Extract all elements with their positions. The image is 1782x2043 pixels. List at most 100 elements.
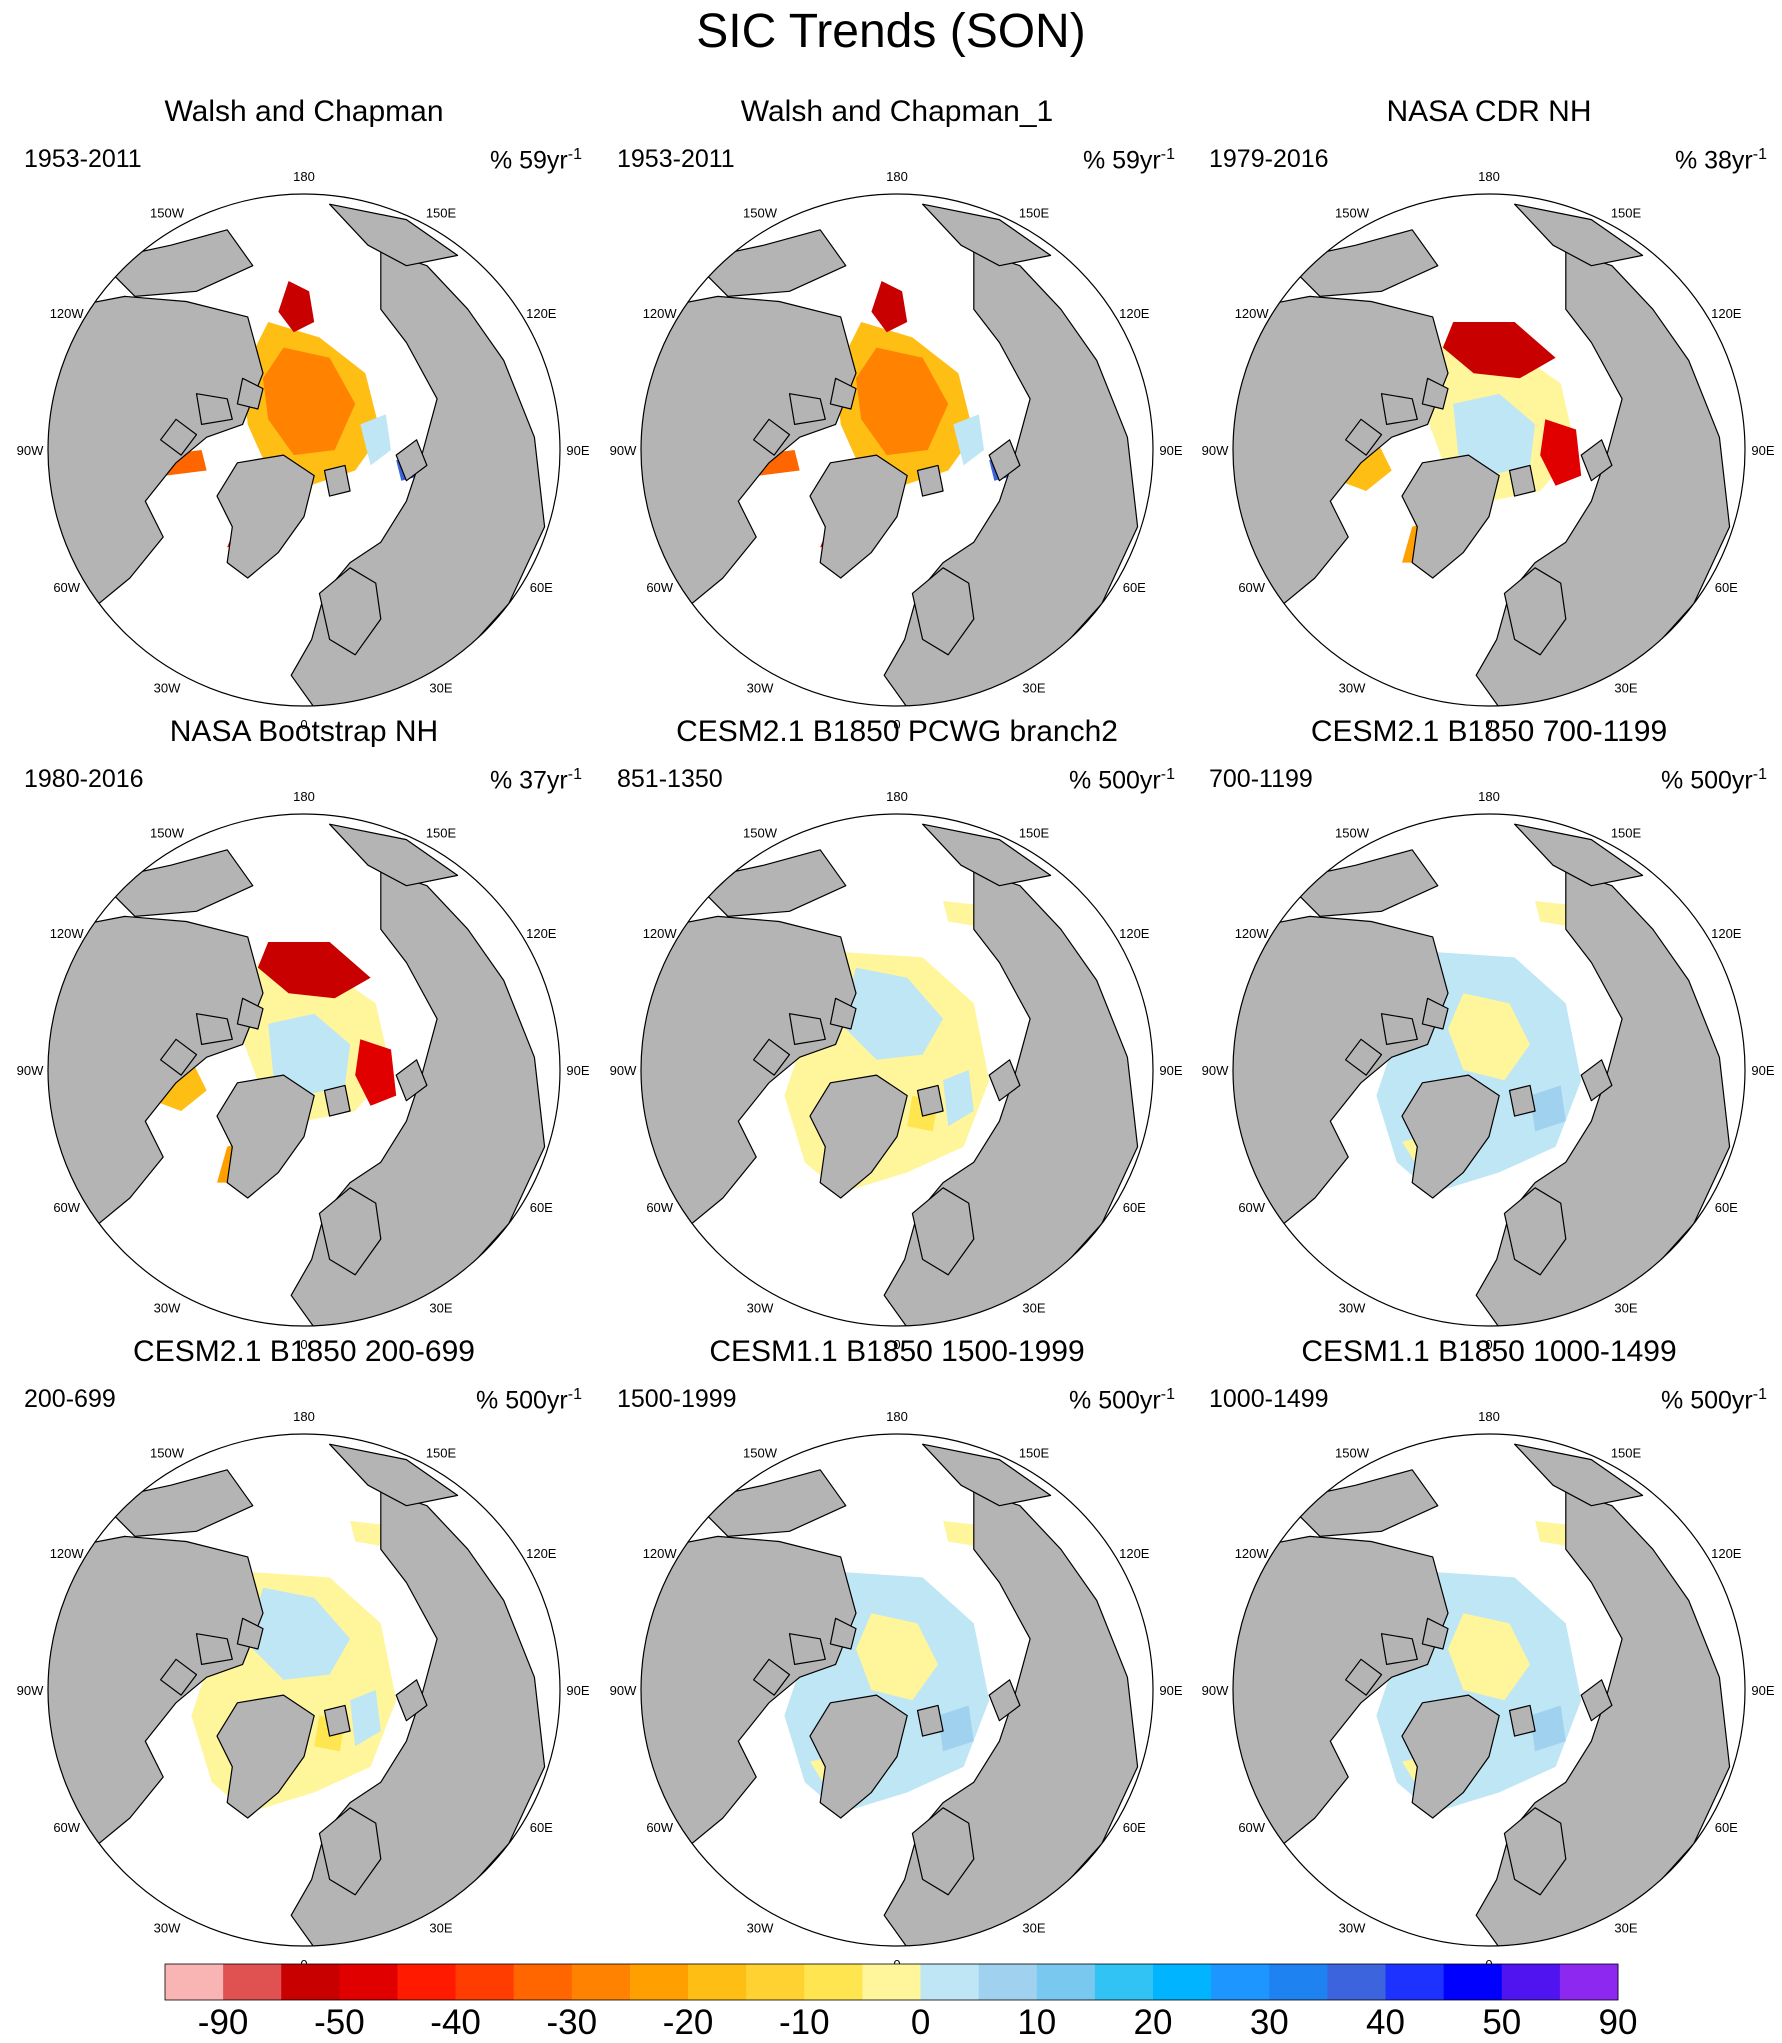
land-mass xyxy=(753,1658,791,1696)
longitude-label: 60W xyxy=(53,580,80,595)
land-mass xyxy=(1503,1807,1567,1896)
land-mass xyxy=(323,464,351,497)
longitude-label: 30W xyxy=(747,680,774,695)
longitude-label: 60E xyxy=(1715,580,1738,595)
land-mass xyxy=(1401,1694,1500,1819)
land-mass xyxy=(641,295,857,615)
longitude-label: 180 xyxy=(886,789,908,804)
land-mass xyxy=(236,997,264,1030)
land-mass xyxy=(1283,229,1439,297)
land-mass xyxy=(1421,997,1449,1030)
panel-units: % 500yr-1 xyxy=(1661,1386,1767,1415)
longitude-label: 150W xyxy=(743,826,778,841)
colorbar-box xyxy=(920,1964,980,2000)
longitude-label: 90W xyxy=(17,1063,44,1078)
land-mass xyxy=(1233,1535,1449,1855)
map-boundary xyxy=(47,1433,561,1947)
unit-exponent: -1 xyxy=(567,146,582,163)
colorbar-box xyxy=(1559,1964,1619,2000)
land-mass xyxy=(911,1187,975,1276)
longitude-label: 60E xyxy=(1123,1200,1146,1215)
trend-region xyxy=(871,281,908,333)
map-panel: 180 150E 120E 90E 60E 30E 0 30W 60W 90W 120W 150W NA… xyxy=(1199,94,1779,732)
longitude-label: 120E xyxy=(526,926,557,941)
longitude-label: 30W xyxy=(154,680,181,695)
map-panel: 180 150E 120E 90E 60E 30E 0 30W 60W 90W 120W 150W CE… xyxy=(607,714,1187,1352)
longitude-label: 150E xyxy=(426,206,457,221)
map-boundary xyxy=(640,1433,1154,1947)
land-mass xyxy=(329,203,459,267)
land-mass xyxy=(809,1074,908,1199)
longitude-label: 30W xyxy=(1339,1300,1366,1315)
land-mass xyxy=(911,567,975,656)
colorbar-box xyxy=(397,1964,457,2000)
panel-title: NASA CDR NH xyxy=(1386,95,1592,128)
land-mass xyxy=(988,1059,1021,1102)
land-mass xyxy=(829,377,857,410)
polar-map: 180 150E 120E 90E 60E 30E 0 30W 60W 90W 120W 150W xyxy=(17,789,590,1352)
longitude-label: 180 xyxy=(886,169,908,184)
trend-region xyxy=(856,347,949,456)
longitude-label: 30W xyxy=(747,1920,774,1935)
longitude-label: 60W xyxy=(53,1820,80,1835)
land-mass xyxy=(988,1679,1021,1722)
land-mass xyxy=(1514,203,1644,267)
trend-region xyxy=(953,414,984,466)
map-boundary xyxy=(640,193,1154,707)
longitude-label: 60W xyxy=(646,1820,673,1835)
longitude-label: 30E xyxy=(1614,680,1637,695)
longitude-label: 0 xyxy=(1485,717,1492,732)
land-mass xyxy=(788,1633,826,1665)
land-mass xyxy=(329,1443,459,1507)
panel-period: 700-1199 xyxy=(1209,765,1313,793)
land-mass xyxy=(216,1074,315,1199)
colorbar-box xyxy=(978,1964,1038,2000)
panel-period: 1980-2016 xyxy=(24,765,144,793)
longitude-label: 90W xyxy=(1202,1063,1229,1078)
land-mass xyxy=(916,464,944,497)
longitude-label: 150W xyxy=(150,206,185,221)
panel-period: 1000-1499 xyxy=(1209,1385,1329,1413)
longitude-label: 0 xyxy=(893,1337,900,1352)
land-mass xyxy=(160,1658,198,1696)
longitude-label: 180 xyxy=(1478,1409,1500,1424)
longitude-label: 150W xyxy=(743,206,778,221)
trend-region xyxy=(1448,993,1530,1081)
longitude-label: 30E xyxy=(1022,680,1045,695)
trend-region xyxy=(350,1690,381,1747)
colorbar-box xyxy=(629,1964,689,2000)
colorbar-tick-label: 90 xyxy=(1599,2003,1638,2042)
land-mass xyxy=(1503,1187,1567,1276)
map-boundary xyxy=(1232,1433,1746,1947)
map-boundary xyxy=(47,813,561,1327)
land-mass xyxy=(395,1679,428,1722)
longitude-label: 120E xyxy=(526,1546,557,1561)
longitude-label: 150W xyxy=(1335,1446,1370,1461)
colorbar-frame xyxy=(164,1963,1619,2001)
land-mass xyxy=(1283,849,1439,917)
map-boundary xyxy=(1232,813,1746,1327)
longitude-label: 120W xyxy=(643,306,678,321)
land-mass xyxy=(216,454,315,579)
colorbar-tick-label: -40 xyxy=(430,2003,481,2042)
polar-map: 180 150E 120E 90E 60E 30E 0 30W 60W 90W 120W 150W xyxy=(17,169,590,732)
panel-units: % 59yr-1 xyxy=(1082,146,1175,175)
land-mass xyxy=(829,997,857,1030)
colorbar-box xyxy=(1443,1964,1503,2000)
longitude-label: 30E xyxy=(429,1920,452,1935)
colorbar-box xyxy=(688,1964,747,2000)
longitude-label: 60W xyxy=(1238,1200,1265,1215)
land-mass xyxy=(1508,1704,1536,1737)
longitude-label: 0 xyxy=(300,1957,307,1972)
land-mass xyxy=(98,849,254,917)
longitude-label: 120W xyxy=(50,1546,85,1561)
land-mass xyxy=(911,1807,975,1896)
longitude-label: 180 xyxy=(293,789,315,804)
land-mass xyxy=(916,1084,944,1117)
colorbar-tick-label: 50 xyxy=(1482,2003,1521,2042)
land-mass xyxy=(329,823,459,887)
colorbar-tick-label: 30 xyxy=(1250,2003,1289,2042)
land-mass xyxy=(1580,1679,1613,1722)
land-mass xyxy=(395,1059,428,1102)
longitude-label: 0 xyxy=(300,717,307,732)
